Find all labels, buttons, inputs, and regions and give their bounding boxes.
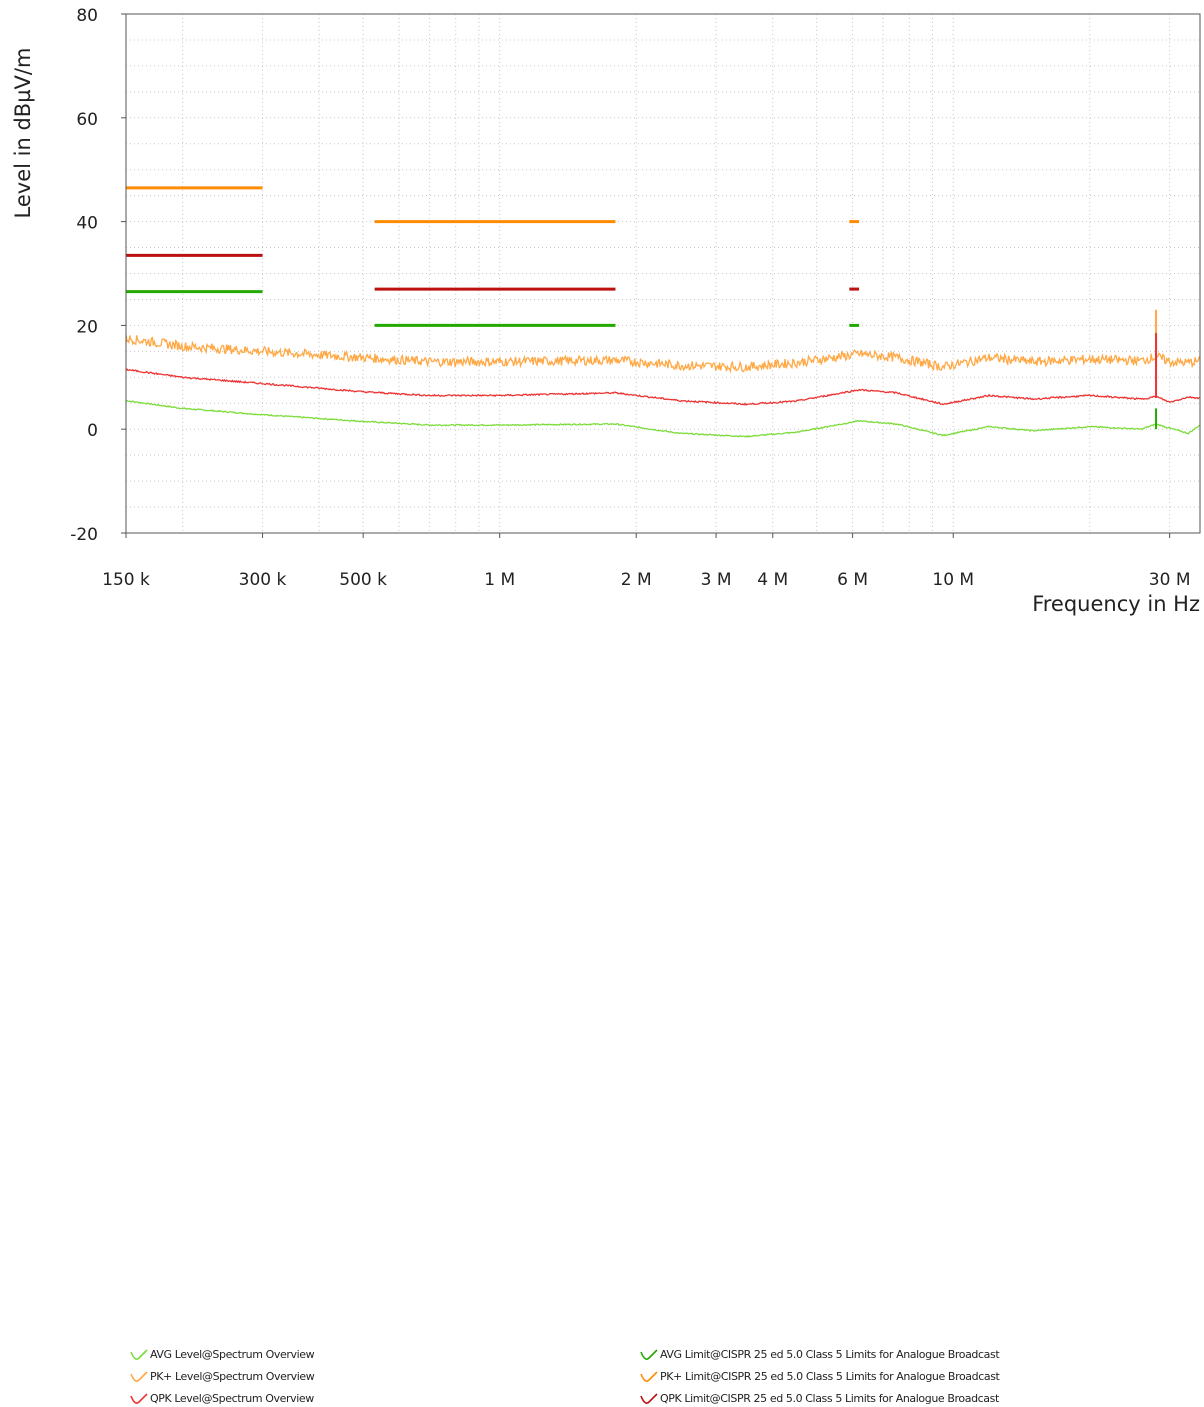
y-tick-label: -20 (70, 525, 98, 545)
x-tick-label: 6 M (837, 570, 868, 590)
x-tick-label: 1 M (484, 570, 515, 590)
legend-label: PK+ Level@Spectrum Overview (150, 1370, 315, 1383)
level-trace (125, 334, 1201, 374)
series-layer (125, 186, 1201, 438)
x-tick-label: 4 M (757, 570, 788, 590)
axes: -20 0 20 40 60 80 150 k 300 k 500 k 1 M 2 M 3 M 4 M 6… (70, 6, 1201, 590)
x-tick-label: 2 M (621, 570, 652, 590)
legend-swatch-icon (130, 1371, 148, 1382)
legend-swatch-icon (640, 1371, 658, 1382)
y-tick-label: 40 (76, 214, 98, 234)
y-tick-label: 60 (76, 110, 98, 130)
emi-spectrum-chart: -20 0 20 40 60 80 150 k 300 k 500 k 1 M 2 M 3 M 4 M 6… (11, 6, 1201, 1405)
x-tick-label: 3 M (701, 570, 732, 590)
x-tick-label: 10 M (932, 570, 974, 590)
legend-label: PK+ Limit@CISPR 25 ed 5.0 Class 5 Limits… (660, 1370, 1000, 1383)
x-axis-label: Frequency in Hz (1032, 592, 1200, 616)
y-tick-label: 20 (76, 317, 98, 337)
x-tick-label: 30 M (1149, 570, 1191, 590)
legend-label: AVG Level@Spectrum Overview (150, 1348, 315, 1361)
legend-label: QPK Limit@CISPR 25 ed 5.0 Class 5 Limits… (660, 1392, 999, 1405)
level-trace (125, 368, 1201, 406)
grid (126, 13, 1200, 534)
legend-label: AVG Limit@CISPR 25 ed 5.0 Class 5 Limits… (660, 1348, 1000, 1361)
legend-swatch-icon (130, 1393, 148, 1404)
level-trace (126, 400, 1201, 438)
y-axis-label: Level in dBµV/m (11, 48, 35, 219)
x-tick-label: 500 k (339, 570, 387, 590)
chart-canvas: -20 0 20 40 60 80 150 k 300 k 500 k 1 M 2 M 3 M 4 M 6… (11, 6, 1201, 616)
legend-label: QPK Level@Spectrum Overview (150, 1392, 314, 1405)
legend-swatch-icon (640, 1393, 658, 1404)
legend-swatch-icon (640, 1349, 658, 1360)
legend-swatch-icon (130, 1349, 148, 1360)
plot-frame (125, 13, 1201, 534)
y-tick-label: 0 (87, 421, 98, 441)
x-tick-label: 150 k (102, 570, 150, 590)
x-tick-label: 300 k (239, 570, 287, 590)
y-tick-label: 80 (76, 6, 98, 26)
